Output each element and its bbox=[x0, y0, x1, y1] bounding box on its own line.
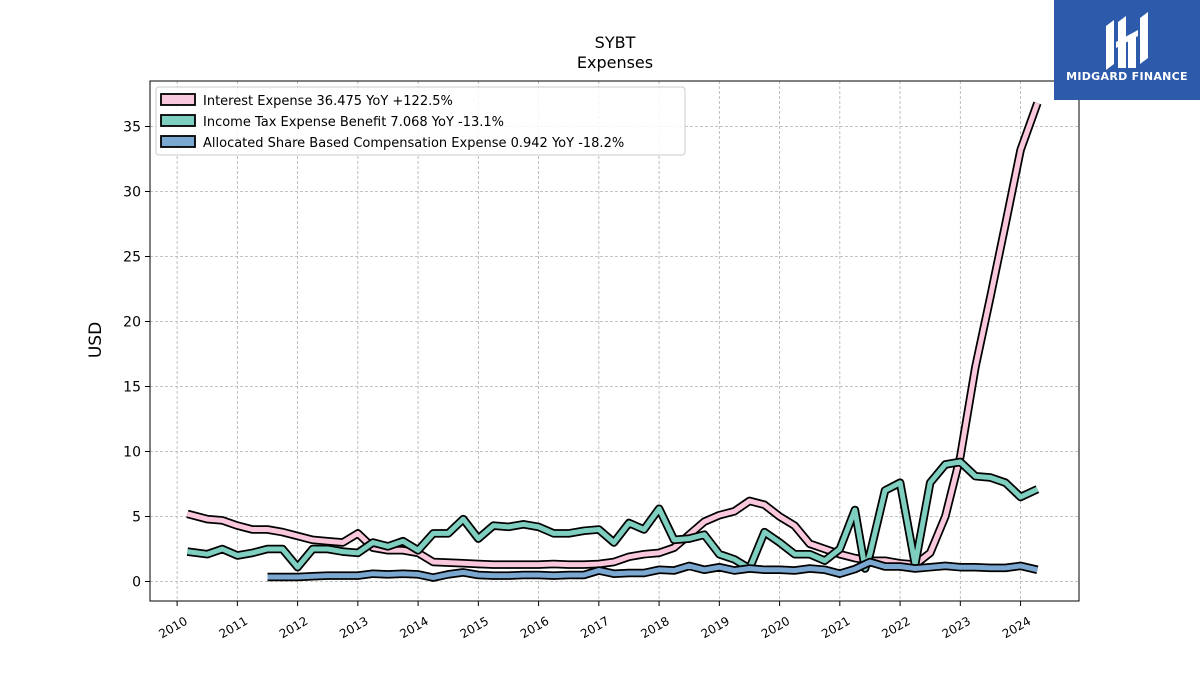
series-2-line bbox=[186, 457, 1040, 573]
y-tick-label: 5 bbox=[132, 510, 141, 526]
series-1-stroke bbox=[186, 102, 1040, 568]
y-tick-label: 30 bbox=[123, 185, 141, 201]
x-tick-label: 2021 bbox=[819, 614, 852, 641]
x-tick-label: 2014 bbox=[397, 614, 430, 641]
series-1-line bbox=[186, 101, 1042, 569]
y-tick-label: 20 bbox=[123, 315, 141, 331]
series-3-stroke bbox=[267, 559, 1038, 581]
x-tick-label: 2013 bbox=[337, 614, 370, 641]
midgard-logo-icon bbox=[1106, 12, 1148, 70]
y-tick-label: 15 bbox=[123, 380, 141, 396]
x-tick-label: 2017 bbox=[578, 614, 611, 641]
legend-swatch bbox=[160, 93, 196, 106]
brand-name: MIDGARD FINANCE bbox=[1066, 70, 1188, 83]
y-tick-label: 10 bbox=[123, 445, 141, 461]
x-tick-label: 2010 bbox=[156, 614, 189, 641]
grid bbox=[150, 81, 1079, 601]
y-tick-label: 0 bbox=[132, 575, 141, 591]
x-tick-label: 2019 bbox=[699, 614, 732, 641]
legend-label: Allocated Share Based Compensation Expen… bbox=[203, 136, 624, 151]
series-lines bbox=[186, 101, 1042, 582]
legend-item-2: Income Tax Expense Benefit 7.068 YoY -13… bbox=[160, 114, 504, 130]
plot-frame bbox=[149, 80, 1080, 602]
x-tick-label: 2023 bbox=[940, 614, 973, 641]
x-tick-label: 2016 bbox=[518, 614, 551, 641]
legend-box bbox=[155, 86, 686, 156]
series-1-outline bbox=[186, 101, 1042, 569]
legend-label: Interest Expense 36.475 YoY +122.5% bbox=[203, 94, 453, 109]
series-2-stroke bbox=[187, 459, 1039, 571]
legend-label: Income Tax Expense Benefit 7.068 YoY -13… bbox=[203, 115, 504, 130]
chart-subtitle: Expenses bbox=[577, 53, 653, 72]
legend-item-1: Interest Expense 36.475 YoY +122.5% bbox=[160, 93, 453, 109]
y-tick-label: 25 bbox=[123, 250, 141, 266]
x-tick-label: 2024 bbox=[1000, 614, 1033, 641]
x-tick-label: 2015 bbox=[458, 614, 491, 641]
legend-swatch bbox=[160, 114, 196, 127]
x-tick-label: 2012 bbox=[277, 614, 310, 641]
y-axis: 0 5 10 15 20 25 30 35 bbox=[123, 120, 150, 591]
x-tick-label: 2022 bbox=[879, 614, 912, 641]
x-axis: 2010 2011 2012 2013 2014 2015 2016 2017 2018 2019… bbox=[156, 601, 1033, 641]
x-tick-label: 2020 bbox=[759, 614, 792, 641]
chart-title: SYBT bbox=[595, 33, 636, 52]
legend-swatch bbox=[160, 135, 196, 148]
legend: Interest Expense 36.475 YoY +122.5% Incom… bbox=[155, 86, 686, 156]
brand-logo: MIDGARD FINANCE bbox=[1054, 0, 1200, 100]
x-tick-label: 2011 bbox=[217, 614, 250, 641]
legend-item-3: Allocated Share Based Compensation Expen… bbox=[160, 135, 624, 151]
y-axis-label: USD bbox=[86, 322, 106, 358]
x-tick-label: 2018 bbox=[638, 614, 671, 641]
series-3-line bbox=[267, 557, 1039, 582]
series-2-outline bbox=[186, 457, 1040, 573]
y-tick-label: 35 bbox=[123, 120, 141, 136]
